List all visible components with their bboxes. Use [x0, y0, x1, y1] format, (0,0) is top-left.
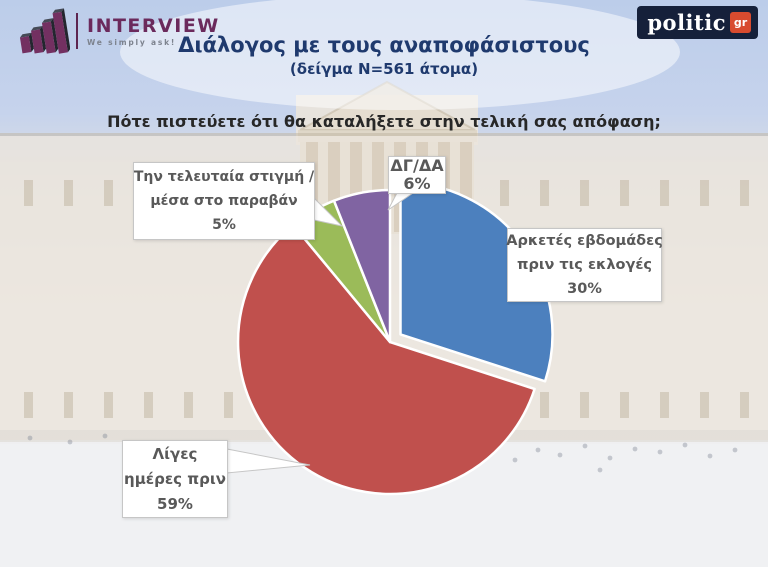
callout-label: Αρκετές εβδομάδες: [506, 233, 663, 249]
callout-few-days: Λίγες ημέρες πριν 59%: [122, 440, 228, 518]
politic-brand-text: politic: [647, 10, 726, 35]
callout-value: 30%: [567, 281, 602, 297]
callout-value: 6%: [403, 174, 431, 193]
politic-gr-badge: gr: [730, 12, 751, 33]
roofline: [0, 133, 768, 136]
callout-last-minute: Την τελευταία στιγμή / μέσα στο παραβάν …: [133, 162, 315, 240]
callout-label: μέσα στο παραβάν: [150, 193, 298, 209]
callout-label: ΔΓ/ΔΑ: [390, 156, 444, 175]
callout-value: 5%: [212, 217, 236, 233]
callout-label: Λίγες: [152, 444, 198, 463]
callout-value: 59%: [157, 494, 193, 513]
callout-label: Την τελευταία στιγμή /: [133, 169, 315, 185]
interview-brand-text: INTERVIEW: [87, 14, 220, 37]
politic-logo: politic gr: [637, 6, 758, 39]
interview-tagline: We simply ask!: [87, 37, 177, 47]
callout-several-weeks: Αρκετές εβδομάδες πριν τις εκλογές 30%: [506, 228, 663, 302]
interview-logo: INTERVIEW We simply ask!: [16, 6, 220, 56]
survey-question: Πότε πιστεύετε ότι θα καταλήξετε στην τε…: [107, 112, 661, 131]
logo-divider: [76, 13, 78, 49]
callout-dk-na: ΔΓ/ΔΑ 6%: [388, 156, 446, 194]
bar-chart-icon: [19, 8, 70, 54]
sky-glow: [120, 0, 680, 110]
sample-subtitle: (δείγμα N=561 άτομα): [289, 60, 479, 78]
title-block: Διάλογος με τους αναποφάσιστους (δείγμα …: [0, 33, 768, 78]
callout-label: ημέρες πριν: [124, 469, 226, 488]
callout-label: πριν τις εκλογές: [516, 257, 653, 273]
pie-slice-few-days: [236, 223, 536, 496]
page-title: Διάλογος με τους αναποφάσιστους: [178, 33, 590, 57]
